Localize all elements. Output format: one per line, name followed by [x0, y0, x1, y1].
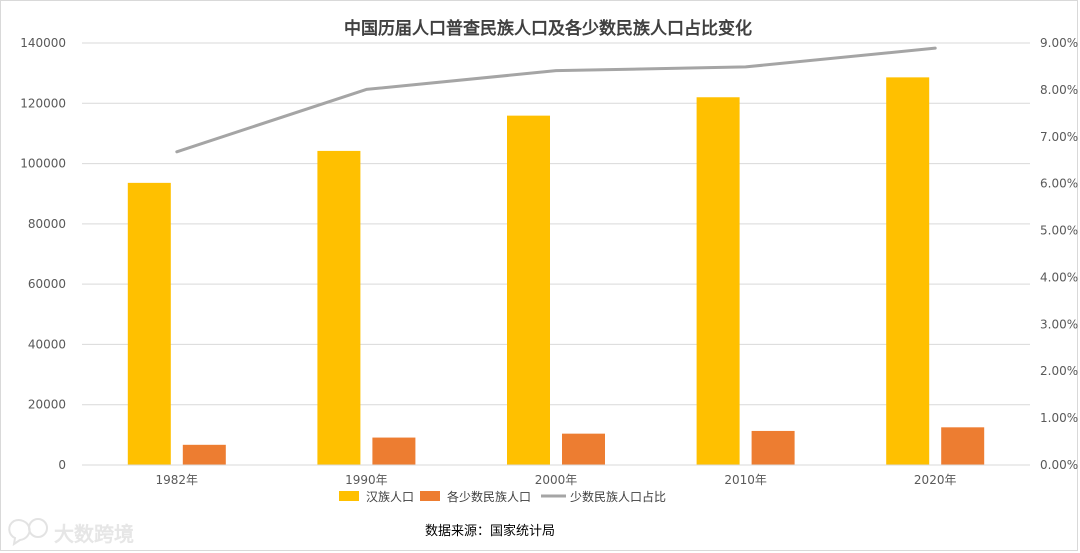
y-right-tick-label: 6.00% [1040, 177, 1078, 191]
y-right-tick-label: 1.00% [1040, 411, 1078, 425]
x-tick-label: 2000年 [535, 473, 578, 487]
bar-han [886, 77, 930, 465]
left-axis: 0 20000 40000 60000 80000 100000 120000 140000 [20, 36, 66, 472]
y-right-tick-label: 4.00% [1040, 270, 1078, 284]
watermark-text: 大数跨境 [54, 522, 134, 546]
chart-title: 中国历届人口普查民族人口及各少数民族人口占比变化 [344, 18, 752, 39]
x-tick-label: 2010年 [724, 473, 767, 487]
y-left-tick-label: 80000 [28, 217, 66, 231]
y-right-tick-label: 8.00% [1040, 83, 1078, 97]
y-left-tick-label: 100000 [20, 157, 66, 171]
bar-minority [372, 437, 416, 465]
bar-minority [941, 427, 985, 465]
y-right-tick-label: 9.00% [1040, 36, 1078, 50]
y-left-tick-label: 20000 [28, 398, 66, 412]
bar-han [127, 182, 171, 465]
x-tick-label: 1990年 [345, 473, 388, 487]
bar-minority [751, 430, 795, 465]
x-axis: 1982年 1990年 2000年 2010年 2020年 [82, 464, 1030, 487]
bar-series [127, 77, 985, 465]
x-tick-label: 1982年 [156, 473, 199, 487]
bar-minority [182, 444, 226, 465]
y-right-tick-label: 0.00% [1040, 458, 1078, 472]
y-right-tick-label: 3.00% [1040, 317, 1078, 331]
y-left-tick-label: 120000 [20, 96, 66, 110]
watermark: 大数跨境 [8, 518, 134, 547]
bar-han [317, 150, 361, 465]
y-right-tick-label: 5.00% [1040, 224, 1078, 238]
source-note: 数据来源：国家统计局 [425, 523, 555, 539]
chat-bubble-logo-icon [8, 518, 48, 547]
legend-swatch-han [339, 491, 359, 501]
legend-label-minority: 各少数民族人口 [447, 489, 531, 504]
y-left-tick-label: 140000 [20, 36, 66, 50]
y-left-tick-label: 0 [58, 458, 66, 472]
bar-han [507, 115, 550, 465]
right-axis: 0.00% 1.00% 2.00% 3.00% 4.00% 5.00% 6.00% 7.00%… [1040, 36, 1078, 472]
line-ratio [175, 46, 937, 154]
y-right-tick-label: 7.00% [1040, 130, 1078, 144]
y-left-tick-label: 40000 [28, 337, 66, 351]
y-left-tick-label: 60000 [28, 277, 66, 291]
line-series [175, 46, 937, 154]
bar-han [696, 97, 740, 465]
bar-minority [562, 433, 605, 465]
legend-swatch-minority [420, 491, 440, 501]
legend: 汉族人口 各少数民族人口 少数民族人口占比 [339, 489, 666, 504]
x-tick-label: 2020年 [914, 473, 957, 487]
legend-label-han: 汉族人口 [366, 490, 414, 504]
y-right-tick-label: 2.00% [1040, 364, 1078, 378]
legend-label-ratio: 少数民族人口占比 [570, 489, 666, 504]
